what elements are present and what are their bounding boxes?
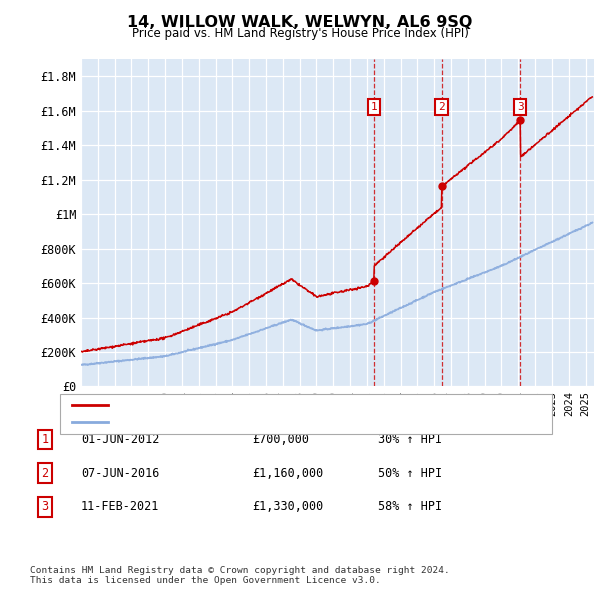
Text: £700,000: £700,000 — [252, 433, 309, 446]
Text: 14, WILLOW WALK, WELWYN, AL6 9SQ: 14, WILLOW WALK, WELWYN, AL6 9SQ — [127, 15, 473, 30]
Text: £1,160,000: £1,160,000 — [252, 467, 323, 480]
Text: 3: 3 — [41, 500, 49, 513]
Text: 1: 1 — [371, 102, 377, 112]
Text: 1: 1 — [41, 433, 49, 446]
Text: Contains HM Land Registry data © Crown copyright and database right 2024.
This d: Contains HM Land Registry data © Crown c… — [30, 566, 450, 585]
Text: 2: 2 — [41, 467, 49, 480]
Text: 01-JUN-2012: 01-JUN-2012 — [81, 433, 160, 446]
Text: Price paid vs. HM Land Registry's House Price Index (HPI): Price paid vs. HM Land Registry's House … — [131, 27, 469, 40]
Text: HPI: Average price, detached house, Welwyn Hatfield: HPI: Average price, detached house, Welw… — [114, 417, 458, 427]
Text: 3: 3 — [517, 102, 524, 112]
Text: 2: 2 — [438, 102, 445, 112]
Text: £1,330,000: £1,330,000 — [252, 500, 323, 513]
Text: 30% ↑ HPI: 30% ↑ HPI — [378, 433, 442, 446]
Text: 11-FEB-2021: 11-FEB-2021 — [81, 500, 160, 513]
Text: 14, WILLOW WALK, WELWYN, AL6 9SQ (detached house): 14, WILLOW WALK, WELWYN, AL6 9SQ (detach… — [114, 400, 445, 410]
Text: 07-JUN-2016: 07-JUN-2016 — [81, 467, 160, 480]
Text: 58% ↑ HPI: 58% ↑ HPI — [378, 500, 442, 513]
Text: 50% ↑ HPI: 50% ↑ HPI — [378, 467, 442, 480]
